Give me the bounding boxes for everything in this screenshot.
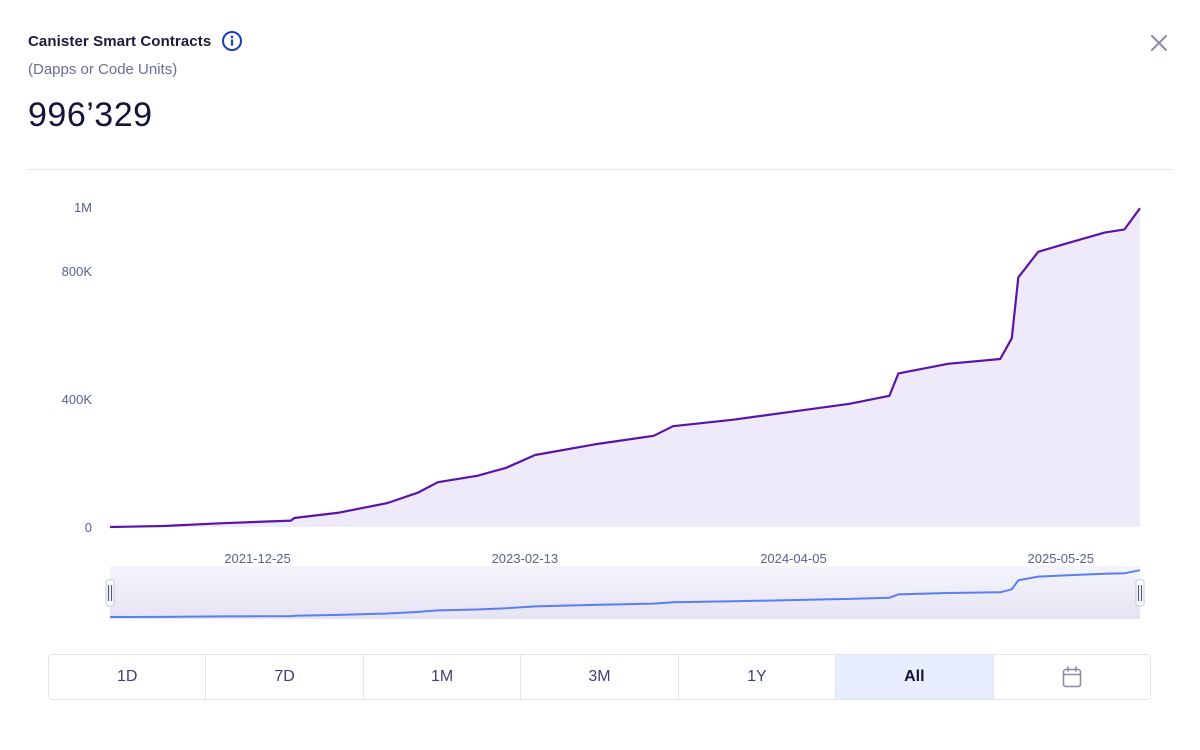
x-tick-label: 2023-02-13 (492, 551, 559, 566)
tab-all[interactable]: All (836, 655, 994, 699)
close-button[interactable] (1146, 30, 1172, 56)
series-line (109, 207, 1141, 529)
info-circle-icon[interactable] (221, 30, 243, 52)
navigator-line (109, 569, 1141, 618)
tab-calendar[interactable] (994, 655, 1150, 699)
navigator-handle-left[interactable] (105, 579, 115, 607)
y-tick-label: 400K (62, 392, 93, 407)
title-row: Canister Smart Contracts (28, 30, 243, 52)
calendar-icon (1062, 666, 1082, 688)
y-tick-label: 0 (85, 520, 92, 535)
chart-title: Canister Smart Contracts (28, 32, 212, 50)
tab-7d[interactable]: 7D (206, 655, 364, 699)
chart-canvas[interactable]: 0 400K 800K 1M 2021-12-25 2023-02-13 2024-04-… (0, 0, 1200, 640)
x-tick-label: 2025-05-25 (1028, 551, 1095, 566)
chart-header: Canister Smart Contracts (Dapps or Code … (28, 30, 243, 135)
tab-1d[interactable]: 1D (49, 655, 207, 699)
y-axis: 0 400K 800K 1M (62, 200, 93, 535)
main-plot[interactable] (109, 207, 1141, 529)
chart-subtitle: (Dapps or Code Units) (28, 61, 178, 78)
x-tick-label: 2024-04-05 (760, 551, 827, 566)
tab-3m[interactable]: 3M (521, 655, 679, 699)
range-tabs: 1D 7D 1M 3M 1Y All (48, 654, 1151, 700)
header-divider (28, 169, 1172, 170)
series-area (110, 208, 1140, 527)
x-tick-label: 2021-12-25 (224, 551, 291, 566)
navigator-handle-right[interactable] (1135, 579, 1145, 607)
tab-1y[interactable]: 1Y (679, 655, 837, 699)
range-navigator[interactable] (105, 566, 1145, 619)
close-icon (1151, 35, 1167, 51)
tab-1m[interactable]: 1M (364, 655, 522, 699)
current-value: 996’329 (28, 96, 153, 134)
y-tick-label: 1M (74, 200, 92, 215)
y-tick-label: 800K (62, 264, 93, 279)
x-axis: 2021-12-25 2023-02-13 2024-04-05 2025-05-25 (224, 551, 1094, 566)
